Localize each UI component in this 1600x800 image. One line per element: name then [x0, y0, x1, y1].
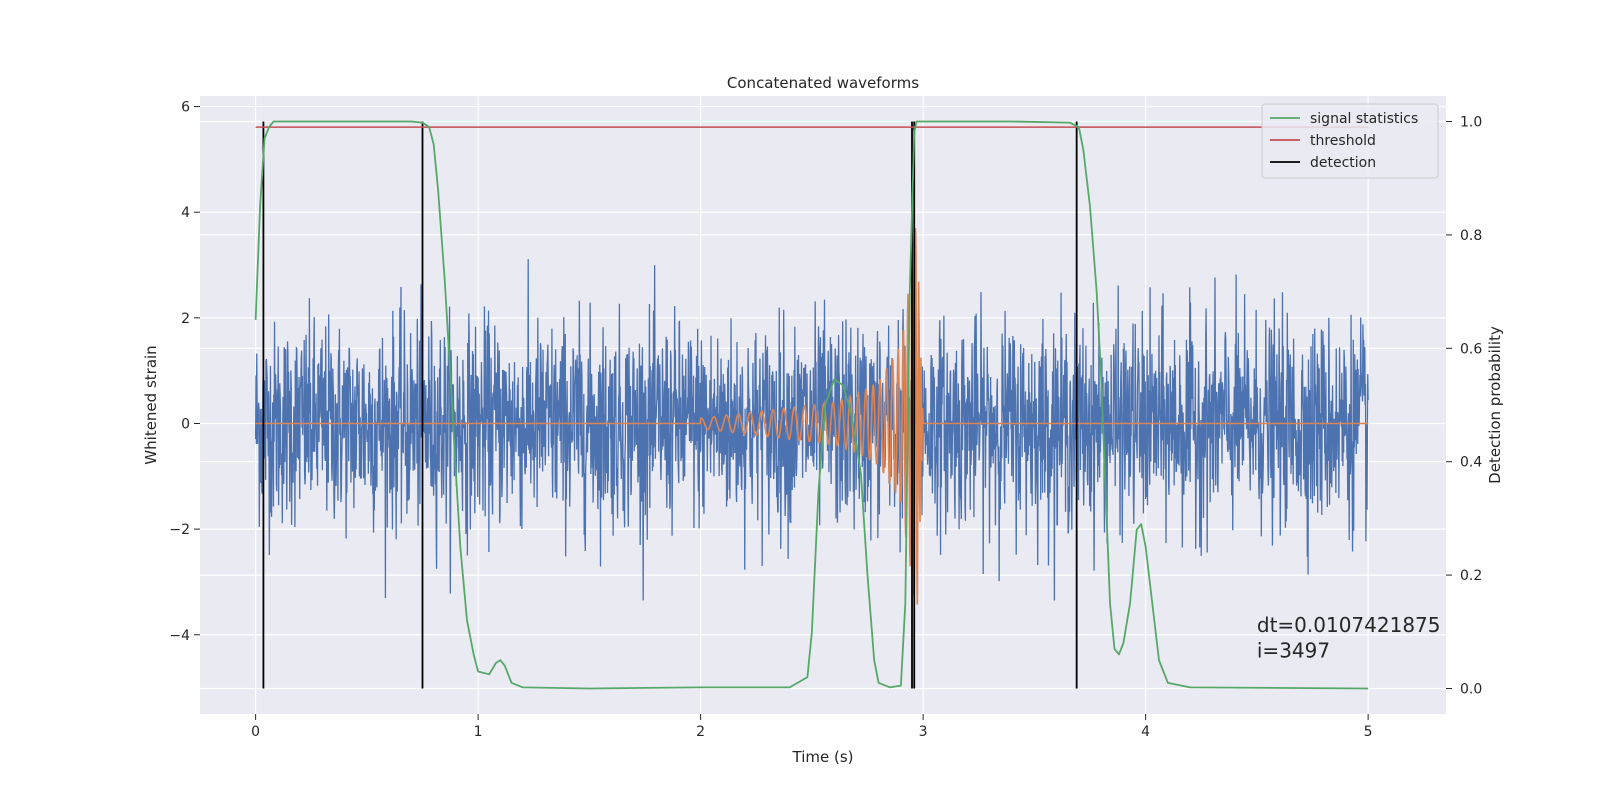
x-tick-label: 4 [1141, 724, 1150, 740]
y2-tick-label: 0.8 [1460, 228, 1482, 244]
legend-label: threshold [1310, 133, 1376, 149]
legend-label: signal statistics [1310, 111, 1418, 127]
y2-tick-label: 0.6 [1460, 341, 1482, 357]
x-axis-label: Time (s) [792, 748, 854, 766]
y-tick-label: 0 [181, 416, 190, 432]
signal-statistics-line [254, 120, 1369, 690]
y2-tick-label: 0.4 [1460, 455, 1482, 471]
y-tick-label: −4 [169, 628, 190, 644]
y2-axis-label: Detection probability [1486, 326, 1504, 484]
x-tick-label: 5 [1364, 724, 1373, 740]
legend: signal statistics threshold detection [1261, 103, 1439, 179]
plot-lines [254, 120, 1369, 690]
legend-label: detection [1310, 155, 1376, 171]
y-tick-label: 4 [181, 205, 190, 221]
x-tick-label: 0 [251, 724, 260, 740]
y-tick-label: 2 [181, 311, 190, 327]
y2-tick-label: 0.2 [1460, 568, 1482, 584]
waveform-series-line [255, 228, 1369, 605]
x-tick-label: 3 [919, 724, 928, 740]
y-axis-label: Whitened strain [142, 345, 160, 464]
y2-tick-label: 0.0 [1460, 681, 1482, 697]
chart-title: Concatenated waveforms [727, 74, 919, 92]
y2-tick-label: 1.0 [1460, 115, 1482, 131]
y-tick-label: 6 [181, 100, 190, 116]
x-tick-label: 2 [696, 724, 705, 740]
ticks: 0 1 2 3 4 5 −4 −2 0 2 4 6 0.0 0.2 0.4 0.6 0.8 1.0 [169, 100, 1482, 740]
x-tick-label: 1 [474, 724, 483, 740]
y-tick-label: −2 [169, 522, 190, 538]
legend-box [1261, 103, 1439, 179]
annotations: dt=0.0107421875 i=3497 [1257, 613, 1441, 663]
annotation-text: dt=0.0107421875 [1257, 613, 1441, 637]
annotation-text: i=3497 [1257, 638, 1330, 662]
